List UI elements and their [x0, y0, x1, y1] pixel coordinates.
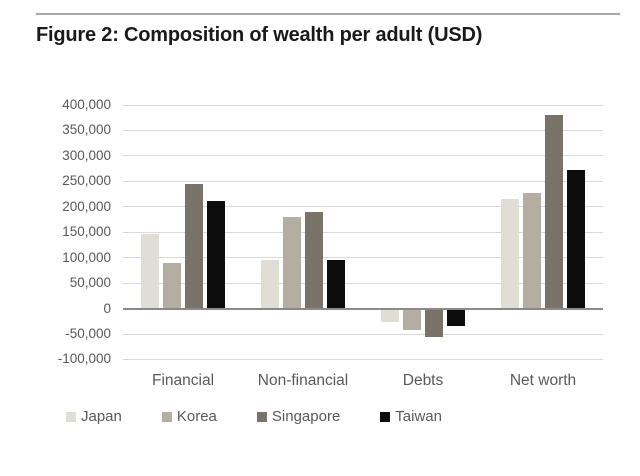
bar-korea-debts — [403, 308, 421, 330]
y-tick-label-400-000: 400,000 — [62, 97, 111, 112]
gridline--50-000 — [123, 333, 603, 335]
gridline-200-000 — [123, 206, 603, 208]
x-category-label-net-worth: Net worth — [509, 372, 577, 389]
bar-japan-non-financial — [261, 260, 279, 309]
bar-singapore-debts — [425, 308, 443, 337]
y-tick-label-300-000: 300,000 — [62, 147, 111, 163]
bar-taiwan-debts — [447, 308, 465, 327]
y-tick-label-200-000: 200,000 — [62, 198, 111, 214]
y-tick-label-350-000: 350,000 — [62, 122, 111, 138]
bar-singapore-non-financial — [305, 211, 323, 309]
bar-taiwan-financial — [207, 200, 225, 309]
gridline--100-000 — [123, 358, 603, 360]
legend-item-singapore: Singapore — [256, 408, 341, 425]
bar-japan-debts — [381, 308, 399, 322]
legend-item-japan: Japan — [66, 408, 122, 425]
legend-label-singapore: Singapore — [271, 408, 341, 425]
y-tick-label--50-000: -50,000 — [65, 326, 111, 341]
gridline-400-000 — [123, 104, 603, 106]
y-tick-label-250-000: 250,000 — [62, 173, 111, 189]
y-tick-label--100-000: -100,000 — [57, 351, 111, 367]
bar-korea-non-financial — [283, 216, 301, 309]
legend-item-korea: Korea — [161, 408, 217, 425]
bar-korea-financial — [163, 262, 181, 309]
gridline-350-000 — [123, 129, 603, 131]
legend-swatch-singapore — [256, 411, 267, 422]
title-divider-rule — [36, 13, 620, 15]
gridline-300-000 — [123, 155, 603, 157]
gridline-150-000 — [123, 231, 603, 233]
gridline-250-000 — [123, 180, 603, 182]
legend-label-taiwan: Taiwan — [395, 408, 442, 425]
chart-legend: Japan Korea Singapore Taiwan — [66, 408, 442, 425]
gridline-100-000 — [123, 257, 603, 259]
legend-label-japan: Japan — [81, 408, 122, 425]
y-tick-label-0: 0 — [103, 300, 111, 316]
bar-singapore-financial — [185, 183, 203, 309]
legend-swatch-korea — [161, 411, 172, 422]
legend-label-korea: Korea — [176, 408, 217, 425]
y-tick-label-50-000: 50,000 — [69, 275, 111, 291]
bar-japan-net-worth — [501, 199, 519, 309]
bar-taiwan-net-worth — [567, 170, 585, 309]
legend-item-taiwan: Taiwan — [380, 408, 442, 425]
y-tick-label-150-000: 150,000 — [62, 224, 111, 240]
zero-axis-line — [123, 307, 603, 310]
y-tick-label-100-000: 100,000 — [62, 249, 111, 265]
gridline-50-000 — [123, 282, 603, 284]
x-category-label-financial: Financial — [151, 372, 215, 389]
bar-singapore-net-worth — [545, 115, 563, 309]
legend-swatch-japan — [66, 411, 76, 422]
x-category-label-debts: Debts — [402, 372, 444, 389]
bar-korea-net-worth — [523, 192, 541, 309]
bar-taiwan-non-financial — [327, 260, 345, 309]
x-category-label-non-financial: Non-financial — [257, 372, 349, 389]
figure-title: Figure 2: Composition of wealth per adul… — [36, 24, 483, 46]
bar-japan-financial — [141, 234, 159, 309]
legend-swatch-taiwan — [380, 411, 391, 422]
